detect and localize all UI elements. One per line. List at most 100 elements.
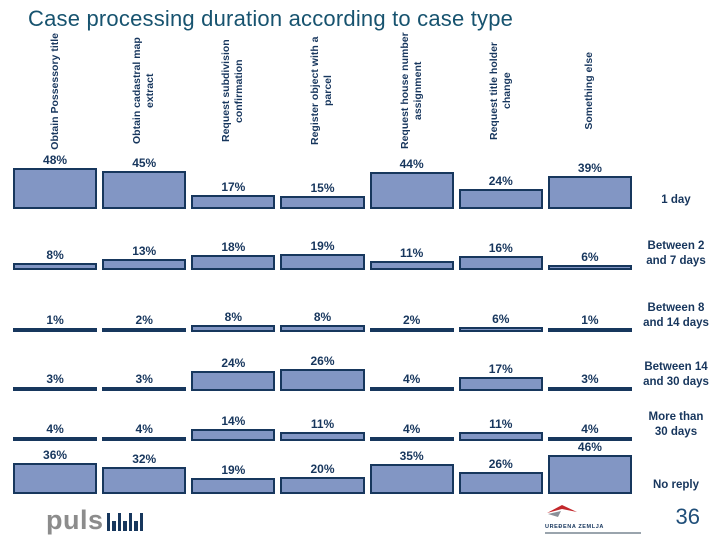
column-header-spacer (636, 32, 716, 150)
row-label: No reply (652, 478, 699, 491)
column-header: Obtain Possessory title (12, 32, 98, 150)
bar-cell: 16% (458, 209, 544, 270)
bar-cell: 18% (190, 209, 276, 270)
row-label-cell: Between 14 and 30 days (636, 332, 716, 391)
bar-value-label: 46% (577, 440, 602, 454)
bar-value-label: 2% (402, 312, 421, 327)
bar-cell: 32% (101, 441, 187, 495)
bar-cell: 8% (279, 270, 365, 332)
bar-value-label: 14% (221, 413, 246, 428)
pulse-bar (128, 513, 133, 531)
bar (547, 387, 632, 391)
pulse-bar (139, 513, 144, 531)
chart-row: 3% 3% 24% 26% 4% 17% 3% Between 14 and 30 days (12, 332, 716, 391)
row-label-cell: 1 day (636, 150, 716, 209)
bar-cell: 19% (279, 209, 365, 270)
bar (13, 463, 98, 495)
bar-value-label: 11% (310, 416, 335, 431)
bar (191, 478, 276, 495)
bar (369, 172, 454, 209)
logo-text: UREĐENA ZEMLJA (545, 523, 604, 530)
bar (458, 189, 543, 209)
bar-value-label: 32% (132, 452, 157, 466)
row-label-cell: Between 2 and 7 days (636, 209, 716, 270)
bar-cell: 19% (190, 441, 276, 495)
bar-value-label: 45% (132, 155, 157, 170)
bar-value-label: 11% (399, 245, 424, 260)
column-header: Register object with a parcel (279, 32, 365, 150)
bar-value-label: 17% (221, 179, 246, 194)
column-header-label: Obtain Possessory title (48, 32, 61, 150)
logo-tagline (545, 531, 641, 534)
pulse-bar (117, 513, 122, 531)
bar-cell: 35% (369, 441, 455, 495)
column-header-label: Request subdivision confirmation (220, 39, 246, 143)
bar-value-label: 26% (488, 457, 513, 471)
puls-logo: puls (46, 507, 144, 534)
bar-value-label: 16% (488, 240, 513, 255)
pulse-bar (123, 521, 127, 531)
uredjena-zemlja-logo: UREĐENA ZEMLJA (545, 504, 655, 534)
bar (369, 437, 454, 441)
bar (191, 255, 276, 270)
row-label: Between 8 and 14 days (643, 302, 709, 329)
bar-cell: 46% (547, 440, 633, 495)
bar-value-label: 4% (46, 421, 64, 436)
bar-value-label: 48% (43, 152, 68, 167)
chart-row: 48% 45% 17% 15% 44% 24% 39% 1 day (12, 150, 716, 209)
row-label: Between 2 and 7 days (646, 240, 706, 267)
bar (191, 195, 276, 209)
bar-cell: 2% (369, 270, 455, 332)
column-header-label: Obtain cadastral map extract (131, 37, 157, 145)
bar-cell: 4% (12, 391, 98, 441)
column-header-label: Something else (583, 52, 596, 130)
bar-value-label: 44% (399, 156, 424, 171)
bar-cell: 48% (12, 150, 98, 209)
bar-cell: 26% (458, 441, 544, 495)
bar-cell: 17% (458, 332, 544, 391)
bar (102, 437, 187, 441)
bar (458, 327, 543, 332)
chart-row: 4% 4% 14% 11% 4% 11% 4% More than 30 days (12, 391, 716, 441)
column-header: Something else (547, 32, 633, 150)
chart-row: 36% 32% 19% 20% 35% 26% 46% No reply (12, 440, 716, 495)
bar (13, 437, 98, 441)
bar-value-label: 20% (310, 462, 335, 476)
bar-cell: 3% (12, 332, 98, 391)
bar (191, 371, 276, 391)
bar-cell: 4% (101, 391, 187, 441)
bar-value-label: 4% (581, 421, 599, 436)
bar-cell: 1% (12, 270, 98, 332)
pulse-bar (112, 521, 116, 531)
row-label-cell: Between 8 and 14 days (636, 270, 716, 332)
bar (102, 328, 187, 332)
bar-cell: 6% (458, 270, 544, 332)
bar-cell: 15% (279, 150, 365, 209)
bar-cell: 2% (101, 270, 187, 332)
bar (13, 168, 98, 209)
bar-cell: 11% (279, 391, 365, 441)
bar-value-label: 4% (135, 421, 153, 436)
bar-value-label: 24% (221, 355, 246, 370)
bar-value-label: 3% (135, 371, 153, 386)
bar (191, 325, 276, 332)
bar (280, 325, 365, 332)
bar-cell: 11% (458, 391, 544, 441)
bar-cell: 6% (547, 209, 633, 270)
column-header-label: Request title holder change (487, 42, 513, 141)
bar-value-label: 15% (310, 180, 335, 195)
bar-value-label: 8% (46, 247, 64, 262)
bar-value-label: 4% (402, 371, 421, 386)
bar (458, 256, 543, 270)
bar-value-label: 19% (310, 238, 335, 253)
column-header-label: Register object with a parcel (309, 36, 335, 146)
bar-value-label: 17% (488, 361, 513, 376)
bar-value-label: 1% (581, 312, 599, 327)
bar (280, 477, 365, 495)
pulse-bar (134, 521, 138, 531)
bar-value-label: 8% (224, 309, 243, 324)
bar-value-label: 3% (46, 371, 64, 386)
column-header-label: Request house number assignment (398, 32, 424, 150)
column-header: Request subdivision confirmation (190, 32, 276, 150)
bar-cell: 44% (369, 150, 455, 209)
